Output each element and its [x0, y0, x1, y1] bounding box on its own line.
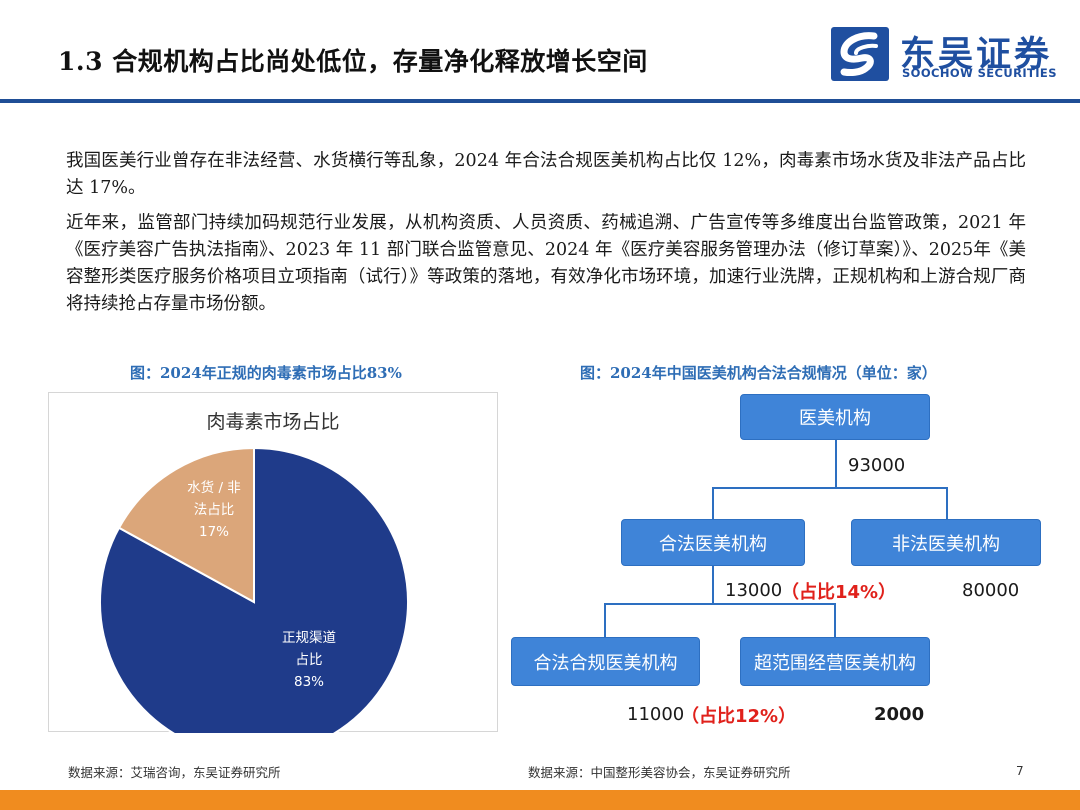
connector-to-compliant — [604, 603, 606, 637]
paragraph-2: 近年来，监管部门持续加码规范行业发展，从机构资质、人员资质、药械追溯、广告宣传等… — [66, 213, 1026, 314]
pie-chart-panel: 肉毒素市场占比 正规渠道占比 83% 水货 / 非法占比 17% — [48, 392, 498, 733]
company-logo: 东吴证券 SOOCHOW SECURITIES — [830, 26, 1060, 84]
value-illegal: 80000 — [962, 580, 1020, 601]
paragraph-1: 我国医美行业曾存在非法经营、水货横行等乱象，2024 年合法合规医美机构占比仅 … — [66, 151, 1026, 198]
right-figure-caption: 图：2024年中国医美机构合法合规情况（单位：家） — [580, 364, 937, 382]
value-compliant: 11000 — [627, 704, 685, 725]
pie-value-label-0: 83% — [294, 674, 324, 690]
soochow-logo-icon — [831, 27, 889, 81]
connector-root-down — [835, 440, 837, 488]
logo-chinese-text: 东吴证券 — [900, 35, 1053, 75]
page-number: 7 — [1016, 764, 1024, 778]
connector-level2-horizontal — [604, 603, 836, 605]
logo-english-text: SOOCHOW SECURITIES — [902, 66, 1057, 80]
node-overscope-institutions: 超范围经营医美机构 — [740, 637, 930, 686]
pie-label-line2-1: 法占比 — [194, 502, 235, 518]
connector-to-overscope — [834, 603, 836, 637]
page-title: 1.3 合规机构占比尚处低位，存量净化释放增长空间 — [58, 47, 648, 76]
node-legal-institutions: 合法医美机构 — [621, 519, 805, 566]
left-figure-caption: 图：2024年正规的肉毒素市场占比83% — [130, 364, 402, 382]
pie-slice-1 — [117, 446, 255, 604]
connector-level1-horizontal — [712, 487, 948, 489]
body-text: 我国医美行业曾存在非法经营、水货横行等乱象，2024 年合法合规医美机构占比仅 … — [66, 148, 1026, 326]
pie-chart-title: 肉毒素市场占比 — [206, 411, 340, 433]
connector-to-illegal — [946, 487, 948, 519]
connector-to-legal — [712, 487, 714, 519]
pie-slice-0 — [99, 446, 409, 733]
right-figure-source: 数据来源：中国整形美容协会，东吴证券研究所 — [528, 765, 791, 780]
pie-label-line1-1: 水货 / 非 — [187, 479, 241, 496]
connector-legal-down — [712, 566, 714, 604]
left-figure-source: 数据来源：艾瑞咨询，东吴证券研究所 — [68, 765, 281, 780]
pie-value-label-1: 17% — [199, 524, 229, 540]
share-legal: （占比14%） — [781, 582, 897, 603]
node-medical-aesthetics-institutions: 医美机构 — [740, 394, 930, 440]
share-compliant: （占比12%） — [681, 706, 797, 727]
header-divider — [0, 99, 1080, 103]
node-compliant-institutions: 合法合规医美机构 — [511, 637, 700, 686]
pie-label-line2-0: 占比 — [296, 652, 323, 668]
footer-bar — [0, 790, 1080, 810]
value-overscope: 2000 — [874, 704, 925, 725]
node-illegal-institutions: 非法医美机构 — [851, 519, 1041, 566]
pie-label-line1-0: 正规渠道 — [282, 630, 336, 646]
value-root: 93000 — [848, 455, 906, 476]
value-legal: 13000 — [725, 580, 783, 601]
